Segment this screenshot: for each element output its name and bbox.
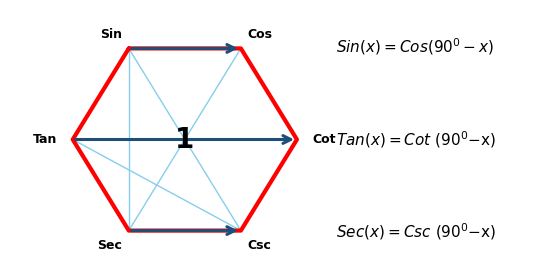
Text: $Sec(x) = Csc\ (90^{0}\mathrm{-x})$: $Sec(x) = Csc\ (90^{0}\mathrm{-x})$ [336,222,496,242]
Text: Csc: Csc [248,239,271,252]
Text: $Tan(x) = Cot\ (90^{0}\mathrm{-x})$: $Tan(x) = Cot\ (90^{0}\mathrm{-x})$ [336,129,496,150]
Text: $Sin(x) = Cos(90^{0} - x)$: $Sin(x) = Cos(90^{0} - x)$ [336,37,495,57]
Text: Tan: Tan [33,133,57,146]
Text: Sec: Sec [97,239,122,252]
Text: 1: 1 [175,126,194,153]
Text: Cot: Cot [312,133,336,146]
Text: Cos: Cos [248,28,273,41]
Text: Sin: Sin [100,28,122,41]
